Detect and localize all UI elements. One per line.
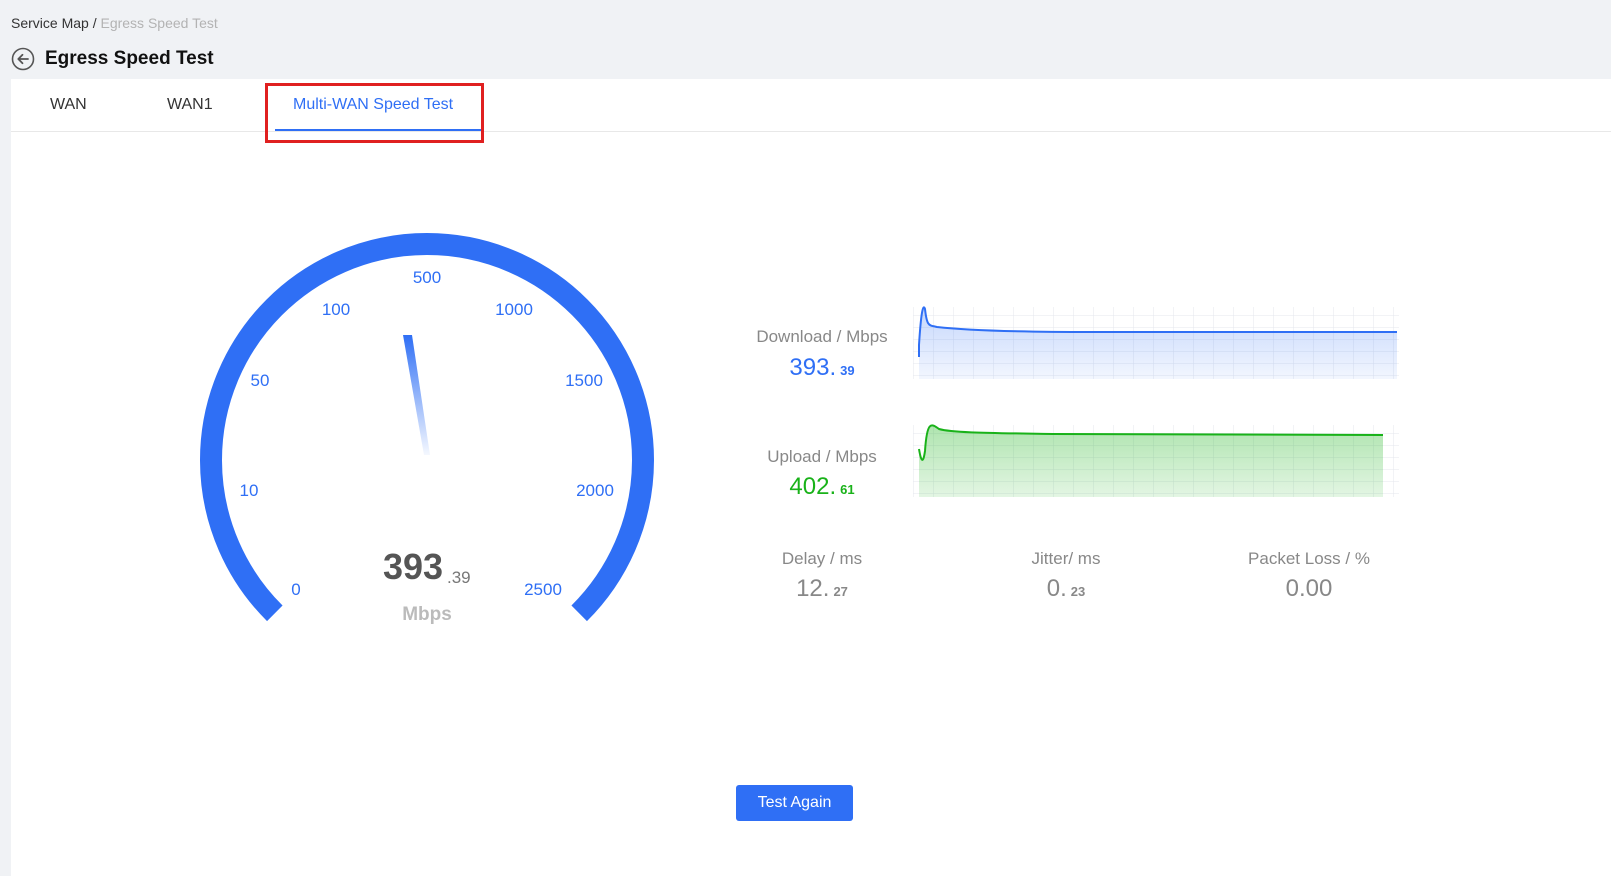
packet-loss-value: 0.00	[1229, 575, 1389, 603]
speed-gauge: 0 10 50 100 500 1000 1500 2000 2500 393 …	[200, 233, 654, 625]
tab-multi-wan-speed-test[interactable]: Multi-WAN Speed Test	[293, 96, 454, 113]
delay-value: 12. 27	[752, 575, 892, 603]
download-sparkline	[913, 306, 1399, 379]
test-again-button[interactable]: Test Again	[736, 785, 853, 821]
page-title: Egress Speed Test	[45, 48, 214, 69]
back-arrow-icon[interactable]	[11, 47, 35, 71]
download-value: 393. 39	[752, 354, 892, 382]
gauge-tick-1000: 1000	[495, 300, 533, 319]
breadcrumb-parent[interactable]: Service Map	[11, 15, 89, 31]
upload-value: 402. 61	[752, 473, 892, 501]
breadcrumb: Service Map / Egress Speed Test	[11, 15, 218, 31]
download-value-decimal: 39	[840, 363, 855, 378]
download-label: Download / Mbps	[756, 327, 888, 346]
upload-label: Upload / Mbps	[767, 447, 877, 466]
gauge-tick-10: 10	[240, 481, 259, 500]
upload-value-int: 402.	[789, 473, 837, 500]
upload-sparkline	[913, 424, 1399, 497]
gauge-tick-2500: 2500	[524, 580, 562, 599]
upload-value-decimal: 61	[840, 482, 855, 497]
gauge-tick-1500: 1500	[565, 371, 603, 390]
active-tab-indicator	[275, 129, 483, 131]
jitter-value: 0. 23	[996, 575, 1136, 603]
delay-label: Delay / ms	[781, 549, 863, 568]
delay-value-decimal: 27	[833, 584, 848, 599]
title-row: Egress Speed Test	[11, 46, 214, 72]
main-panel: WAN WAN1 Multi-WAN Speed Test 0 10 50 10…	[11, 79, 1611, 876]
gauge-tick-50: 50	[251, 371, 270, 390]
jitter-value-int: 0.	[1046, 575, 1067, 602]
gauge-unit: Mbps	[402, 604, 452, 625]
packet-loss-value-int: 0.00	[1285, 575, 1333, 602]
tab-wan[interactable]: WAN	[50, 96, 87, 113]
gauge-tick-0: 0	[291, 580, 300, 599]
gauge-tick-500: 500	[413, 268, 441, 287]
gauge-value: 393	[383, 546, 443, 587]
delay-value-int: 12.	[796, 575, 830, 602]
jitter-label: Jitter/ ms	[1031, 549, 1101, 568]
gauge-arc	[200, 233, 654, 622]
jitter-value-decimal: 23	[1070, 584, 1086, 599]
packet-loss-label: Packet Loss / %	[1248, 549, 1370, 568]
gauge-needle	[403, 335, 430, 455]
breadcrumb-separator: /	[88, 15, 101, 31]
breadcrumb-current: Egress Speed Test	[100, 15, 218, 31]
tab-wan1[interactable]: WAN1	[167, 96, 213, 113]
gauge-tick-2000: 2000	[576, 481, 614, 500]
download-value-int: 393.	[789, 354, 837, 381]
gauge-tick-100: 100	[322, 300, 350, 319]
gauge-value-decimal: .39	[447, 568, 471, 587]
